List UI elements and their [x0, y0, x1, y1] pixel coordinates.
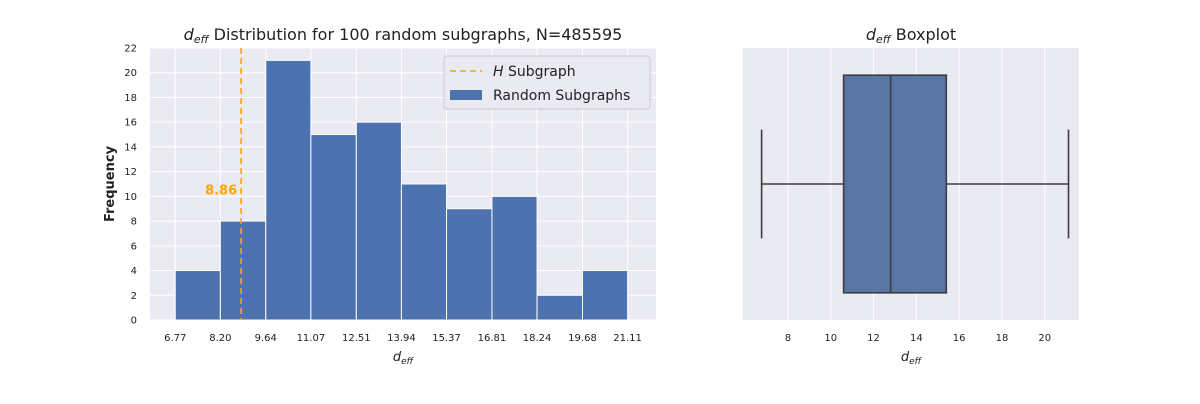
histogram-bar — [536, 294, 583, 321]
histogram-y-tick-label: 0 — [131, 316, 137, 327]
h-subgraph-marker: 8.86 — [205, 48, 242, 320]
histogram-bar — [491, 195, 538, 321]
histogram-x-tick-label: 15.37 — [432, 333, 461, 344]
boxplot-x-tick-label: 8 — [785, 333, 791, 344]
histogram-x-tick-label: 6.77 — [164, 333, 186, 344]
histogram-bar — [219, 220, 267, 321]
boxplot-x-tick-label: 12 — [867, 333, 880, 344]
histogram-bar — [446, 208, 493, 321]
histogram-y-tick-label: 8 — [131, 217, 137, 228]
histogram-panel: 0 2 4 6 8 10 12 14 16 18 20 22 6.77 8.20 9.64 11.07 12.… — [103, 25, 656, 367]
histogram-y-tick-label: 14 — [124, 142, 137, 153]
histogram-x-tick-label: 18.24 — [523, 333, 552, 344]
boxplot-x-tick-label: 20 — [1038, 333, 1051, 344]
boxplot-x-tick-label: 16 — [953, 333, 966, 344]
histogram-y-tick-label: 4 — [131, 266, 137, 277]
histogram-bar — [310, 134, 357, 321]
histogram-y-tick-label: 12 — [124, 167, 137, 178]
histogram-x-ticks: 6.77 8.20 9.64 11.07 12.51 13.94 15.37 16.81 18.… — [164, 333, 642, 344]
histogram-y-tick-label: 18 — [124, 93, 137, 104]
histogram-x-tick-label: 19.68 — [568, 333, 597, 344]
histogram-x-tick-label: 11.07 — [297, 333, 326, 344]
histogram-y-tick-label: 2 — [131, 291, 137, 302]
histogram-y-tick-label: 22 — [124, 44, 137, 55]
boxplot-title: deff Boxplot — [866, 25, 956, 46]
histogram-y-tick-label: 10 — [124, 192, 137, 203]
histogram-y-tick-label: 20 — [124, 68, 137, 79]
histogram-x-tick-label: 12.51 — [342, 333, 371, 344]
histogram-bar — [355, 121, 402, 321]
histogram-y-ticks: 0 2 4 6 8 10 12 14 16 18 20 22 — [124, 44, 137, 327]
histogram-y-label: Frequency — [103, 145, 118, 222]
boxplot-iqr-box — [842, 74, 948, 294]
histogram-legend: H Subgraph Random Subgraphs — [443, 55, 651, 110]
histogram-x-tick-label: 13.94 — [387, 333, 416, 344]
histogram-y-tick-label: 6 — [131, 241, 137, 252]
boxplot-panel: 8 10 12 14 16 18 20 deff Boxplot deff — [743, 25, 1079, 367]
boxplot-box — [760, 74, 1070, 294]
histogram-x-label: deff — [393, 350, 415, 367]
histogram-x-tick-label: 9.64 — [255, 333, 277, 344]
legend-label-random-subgraphs: Random Subgraphs — [493, 88, 630, 104]
histogram-bar — [400, 183, 448, 321]
legend-frame — [443, 55, 651, 110]
histogram-x-tick-label: 21.11 — [613, 333, 642, 344]
histogram-bar — [174, 270, 221, 321]
boxplot-x-ticks: 8 10 12 14 16 18 20 — [785, 333, 1051, 344]
histogram-bars — [174, 59, 629, 321]
boxplot-x-label: deff — [901, 350, 923, 367]
boxplot-x-tick-label: 18 — [996, 333, 1009, 344]
histogram-x-tick-label: 16.81 — [478, 333, 507, 344]
histogram-y-tick-label: 16 — [124, 118, 137, 129]
histogram-bar — [581, 270, 629, 321]
histogram-bar — [265, 59, 312, 321]
boxplot-x-tick-label: 10 — [824, 333, 837, 344]
h-subgraph-value-label: 8.86 — [205, 183, 237, 198]
legend-label-h-subgraph: H Subgraph — [493, 64, 576, 80]
boxplot-x-tick-label: 14 — [910, 333, 923, 344]
legend-patch-swatch — [450, 90, 482, 100]
histogram-x-tick-label: 8.20 — [209, 333, 231, 344]
histogram-title: deff Distribution for 100 random subgrap… — [184, 25, 623, 46]
